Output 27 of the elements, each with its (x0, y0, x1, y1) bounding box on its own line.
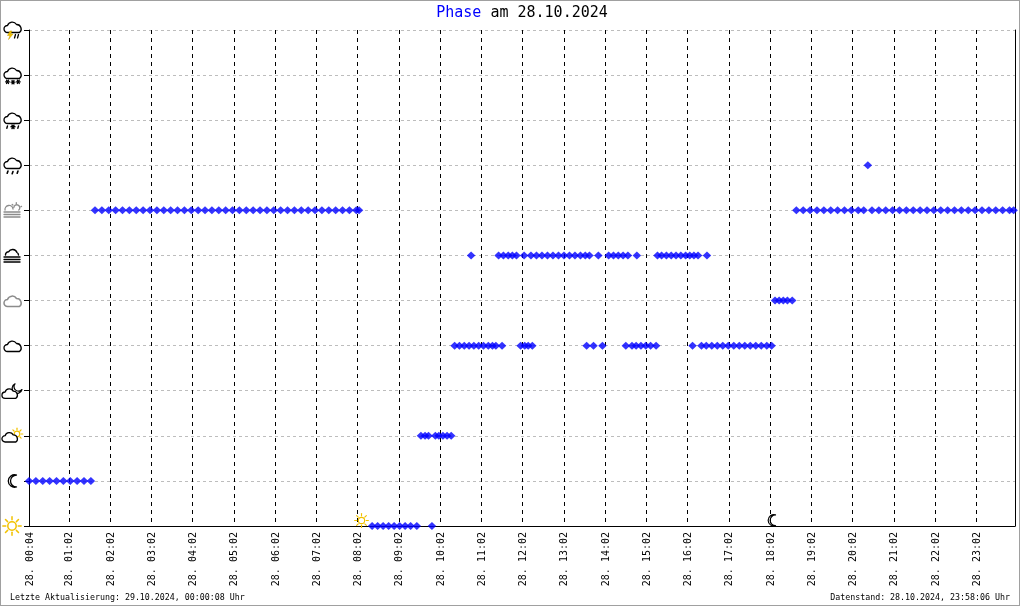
chart-title: Phase am 28.10.2024 (436, 3, 608, 22)
x-tick-label: 28. 21:02 (888, 532, 900, 587)
x-tick-label: 28. 13:02 (558, 532, 570, 587)
x-tick-label: 28. 05:02 (228, 532, 240, 587)
x-tick-label: 28. 03:02 (145, 532, 157, 587)
x-tick-label: 28. 16:02 (682, 532, 694, 587)
x-tick-label: 28. 02:02 (104, 532, 116, 587)
x-tick-label: 28. 06:02 (269, 532, 281, 587)
x-tick-label: 28. 04:02 (187, 532, 199, 587)
x-tick-label: 28. 19:02 (805, 532, 817, 587)
x-tick-label: 28. 12:02 (517, 532, 529, 587)
x-tick-label: 28. 11:02 (475, 532, 487, 587)
x-tick-label: 28. 20:02 (847, 532, 859, 587)
x-tick-label: 28. 18:02 (764, 532, 776, 587)
x-tick-label: 28. 01:02 (63, 532, 75, 587)
x-tick-label: 28. 09:02 (393, 532, 405, 587)
x-tick-label: 28. 22:02 (929, 532, 941, 587)
x-tick-label: 28. 07:02 (310, 532, 322, 587)
x-tick-label: 28. 15:02 (640, 532, 652, 587)
x-tick-label: 28. 23:02 (971, 532, 982, 587)
text: Letzte Aktualisierung: 29.10.2024, 00:00:08 Uhr (10, 592, 245, 602)
x-tick-label: 28. 08:02 (352, 532, 364, 587)
x-tick-label: 28. 00:04 (23, 532, 35, 587)
x-tick-label: 28. 17:02 (723, 532, 735, 587)
text: Datenstand: 28.10.2024, 23:58:06 Uhr (830, 592, 1010, 602)
x-tick-label: 28. 14:02 (599, 532, 611, 587)
x-tick-label: 28. 10:02 (434, 532, 446, 587)
